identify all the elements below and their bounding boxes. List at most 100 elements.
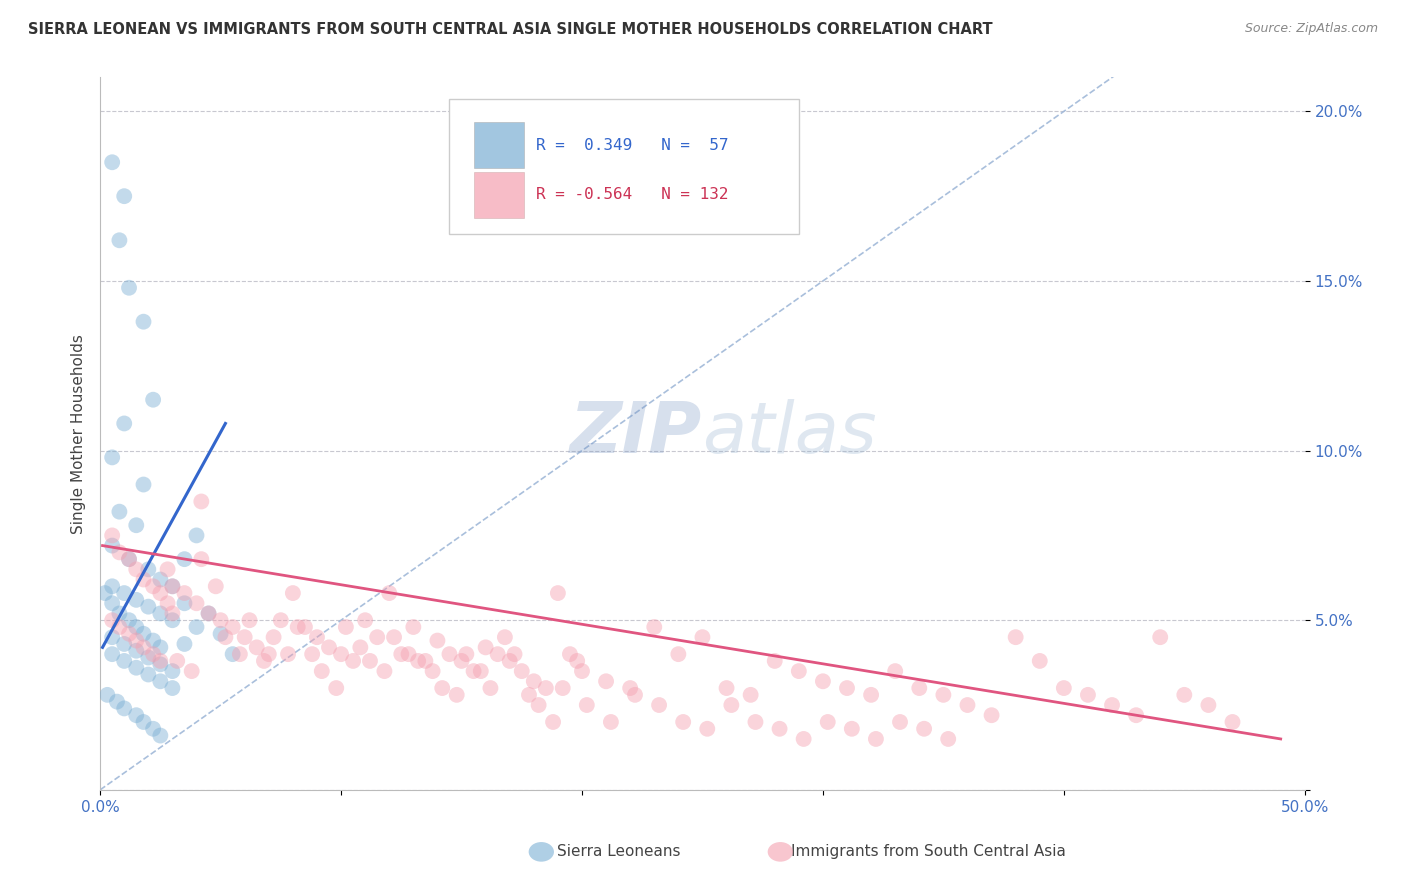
Point	[534, 681, 557, 695]
Point	[108, 545, 131, 559]
Point	[349, 640, 371, 655]
Point	[209, 613, 232, 627]
Point	[197, 607, 219, 621]
Point	[398, 647, 420, 661]
Point	[233, 630, 256, 644]
Text: Source: ZipAtlas.com: Source: ZipAtlas.com	[1244, 22, 1378, 36]
Point	[101, 450, 124, 465]
Point	[720, 698, 742, 712]
Point	[101, 528, 124, 542]
Point	[118, 613, 141, 627]
Point	[415, 654, 437, 668]
Point	[149, 573, 172, 587]
Point	[1222, 714, 1244, 729]
Point	[527, 698, 550, 712]
Point	[463, 664, 485, 678]
Point	[744, 714, 766, 729]
Point	[389, 647, 412, 661]
Point	[221, 647, 243, 661]
Point	[125, 562, 148, 576]
Point	[1029, 654, 1052, 668]
Point	[125, 620, 148, 634]
Point	[136, 650, 159, 665]
Point	[105, 695, 128, 709]
Text: SIERRA LEONEAN VS IMMIGRANTS FROM SOUTH CENTRAL ASIA SINGLE MOTHER HOUSEHOLDS CO: SIERRA LEONEAN VS IMMIGRANTS FROM SOUTH …	[28, 22, 993, 37]
Point	[932, 688, 955, 702]
Point	[841, 722, 863, 736]
Point	[479, 681, 502, 695]
Point	[884, 664, 907, 678]
Point	[474, 640, 496, 655]
Point	[221, 620, 243, 634]
Point	[740, 688, 762, 702]
Point	[366, 630, 388, 644]
Point	[835, 681, 858, 695]
Point	[132, 573, 155, 587]
Point	[214, 630, 236, 644]
Point	[118, 281, 141, 295]
Point	[277, 647, 299, 661]
Point	[382, 630, 405, 644]
Text: R =  0.349   N =  57: R = 0.349 N = 57	[536, 137, 728, 153]
Point	[132, 640, 155, 655]
Point	[118, 552, 141, 566]
Point	[378, 586, 401, 600]
Point	[517, 688, 540, 702]
Point	[101, 539, 124, 553]
Point	[238, 613, 260, 627]
Point	[294, 620, 316, 634]
Point	[142, 722, 165, 736]
Point	[108, 505, 131, 519]
Point	[162, 613, 184, 627]
Point	[281, 586, 304, 600]
Point	[1101, 698, 1123, 712]
Point	[287, 620, 309, 634]
Point	[125, 592, 148, 607]
Point	[257, 647, 280, 661]
Point	[311, 664, 333, 678]
Point	[551, 681, 574, 695]
Point	[263, 630, 285, 644]
Point	[571, 664, 593, 678]
Point	[136, 667, 159, 681]
Point	[450, 654, 472, 668]
Point	[149, 654, 172, 668]
Point	[456, 647, 478, 661]
Point	[108, 620, 131, 634]
Point	[142, 633, 165, 648]
Point	[301, 647, 323, 661]
Point	[696, 722, 718, 736]
Text: atlas: atlas	[703, 399, 877, 468]
Point	[112, 586, 135, 600]
Point	[406, 654, 429, 668]
Point	[763, 654, 786, 668]
Point	[595, 674, 617, 689]
Point	[446, 688, 468, 702]
Point	[811, 674, 834, 689]
Point	[1004, 630, 1026, 644]
Text: Immigrants from South Central Asia: Immigrants from South Central Asia	[790, 845, 1066, 859]
Point	[246, 640, 269, 655]
Point	[190, 494, 212, 508]
Point	[94, 586, 117, 600]
Point	[402, 620, 425, 634]
Point	[860, 688, 883, 702]
Point	[142, 392, 165, 407]
Point	[101, 596, 124, 610]
Point	[422, 664, 444, 678]
Point	[156, 562, 179, 576]
Point	[318, 640, 340, 655]
Point	[173, 586, 195, 600]
Point	[359, 654, 381, 668]
Point	[439, 647, 461, 661]
Point	[136, 562, 159, 576]
Point	[132, 477, 155, 491]
Point	[112, 189, 135, 203]
Point	[865, 731, 887, 746]
Point	[209, 627, 232, 641]
Point	[523, 674, 546, 689]
Point	[132, 627, 155, 641]
Point	[470, 664, 492, 678]
Point	[1125, 708, 1147, 723]
Point	[112, 701, 135, 715]
